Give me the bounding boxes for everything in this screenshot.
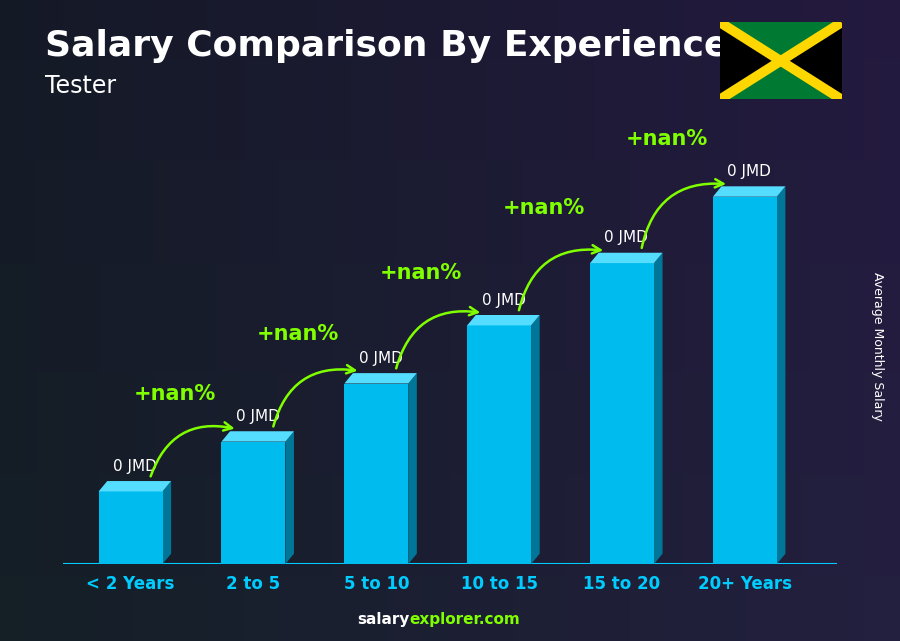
Polygon shape (345, 373, 417, 383)
Text: +nan%: +nan% (134, 384, 216, 404)
Text: Average Monthly Salary: Average Monthly Salary (871, 272, 884, 420)
Text: 0 JMD: 0 JMD (482, 292, 526, 308)
Text: 0 JMD: 0 JMD (727, 164, 771, 179)
Bar (713, 197, 777, 564)
Bar (221, 442, 285, 564)
Bar (345, 383, 409, 564)
Polygon shape (781, 22, 842, 99)
Polygon shape (720, 22, 781, 99)
Polygon shape (720, 61, 842, 99)
Text: Salary Comparison By Experience: Salary Comparison By Experience (45, 29, 728, 63)
Text: 0 JMD: 0 JMD (605, 230, 648, 246)
Polygon shape (531, 315, 540, 564)
Text: 0 JMD: 0 JMD (236, 409, 280, 424)
Polygon shape (590, 253, 662, 263)
Polygon shape (409, 373, 417, 564)
Bar (99, 492, 163, 564)
Polygon shape (720, 22, 842, 61)
Polygon shape (163, 481, 171, 564)
Text: salary: salary (357, 612, 410, 627)
Polygon shape (99, 481, 171, 492)
Bar (467, 326, 531, 564)
Text: Tester: Tester (45, 74, 116, 97)
Text: 0 JMD: 0 JMD (112, 458, 157, 474)
Text: +nan%: +nan% (502, 198, 585, 219)
Polygon shape (285, 431, 294, 564)
Polygon shape (654, 253, 662, 564)
Text: +nan%: +nan% (380, 263, 462, 283)
Polygon shape (777, 187, 786, 564)
Text: +nan%: +nan% (626, 129, 707, 149)
Text: 0 JMD: 0 JMD (358, 351, 402, 365)
Text: explorer.com: explorer.com (410, 612, 520, 627)
Polygon shape (713, 187, 786, 197)
Bar (590, 263, 654, 564)
Polygon shape (221, 431, 294, 442)
Polygon shape (467, 315, 540, 326)
Text: +nan%: +nan% (256, 324, 339, 344)
